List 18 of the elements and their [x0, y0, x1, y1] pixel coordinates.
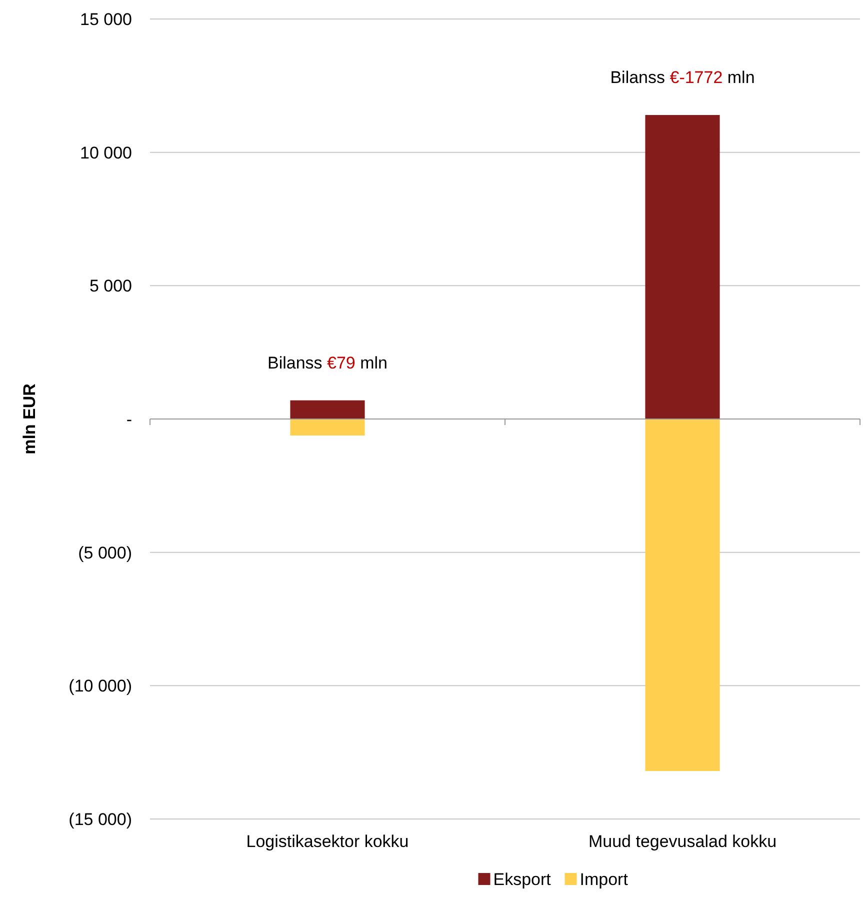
- y-tick-label: -: [126, 410, 132, 429]
- y-axis-title: mln EUR: [20, 384, 39, 454]
- y-tick-label: (10 000): [68, 676, 132, 696]
- legend-label: Eksport: [493, 870, 552, 889]
- x-tick-label: Logistikasektor kokku: [246, 832, 409, 851]
- bar: [645, 115, 720, 419]
- bar: [290, 419, 365, 436]
- annotation: Bilanss €79 mln: [267, 353, 388, 372]
- bar: [290, 400, 365, 419]
- y-tick-label: 15 000: [80, 10, 132, 29]
- legend-label: Import: [580, 870, 628, 889]
- y-tick-label: (15 000): [68, 810, 132, 829]
- y-tick-label: 5 000: [89, 276, 132, 296]
- bar: [645, 419, 720, 771]
- y-tick-label: 10 000: [80, 143, 132, 162]
- x-tick-label: Muud tegevusalad kokku: [588, 832, 777, 851]
- annotation: Bilanss €-1772 mln: [610, 68, 755, 87]
- y-tick-label: (5 000): [78, 543, 132, 562]
